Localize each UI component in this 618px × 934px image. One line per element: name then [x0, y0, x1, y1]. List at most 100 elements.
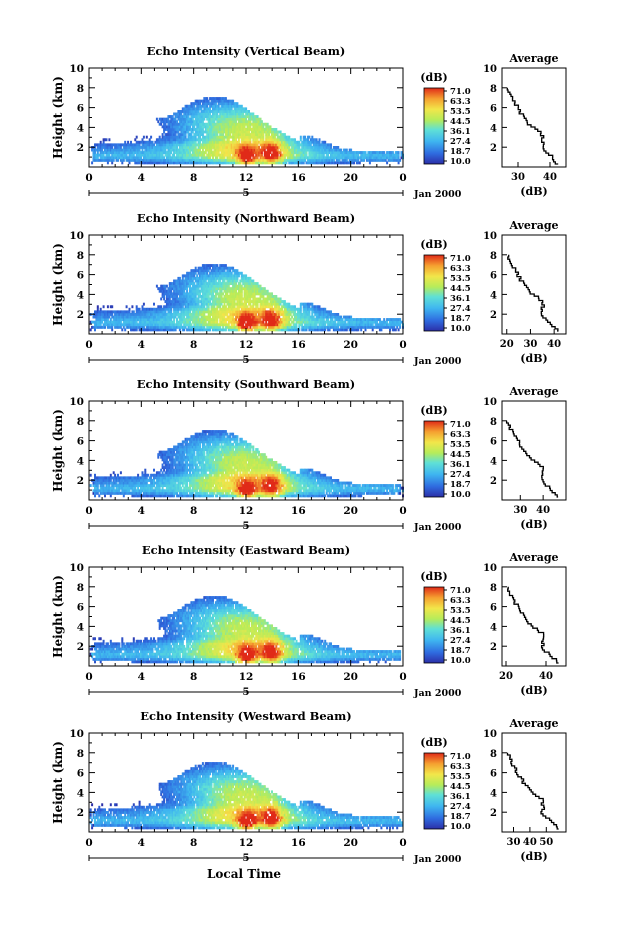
- heatmap-cell: [213, 120, 215, 123]
- heatmap-cell: [160, 123, 162, 126]
- heatmap-cell: [231, 107, 233, 110]
- heatmap-cell: [131, 305, 133, 308]
- heatmap-cell: [219, 280, 221, 283]
- heatmap-cell: [260, 118, 262, 121]
- heatmap-cell: [189, 125, 191, 128]
- heatmap-cell: [239, 282, 241, 285]
- heatmap-cell: [173, 321, 175, 324]
- heatmap-cell: [106, 138, 108, 141]
- heatmap-cell: [365, 151, 367, 154]
- heatmap-cell: [130, 141, 132, 144]
- heatmap-cell: [224, 138, 226, 141]
- heatmap-cell: [142, 138, 144, 141]
- heatmap-cell: [306, 328, 308, 331]
- heatmap-cell: [261, 120, 263, 123]
- heatmap-cell: [242, 323, 244, 326]
- heatmap-cell: [226, 292, 228, 295]
- heatmap-cell: [284, 156, 286, 159]
- heatmap-cell: [280, 303, 282, 306]
- heatmap-cell: [264, 149, 266, 152]
- heatmap-cell: [212, 156, 214, 159]
- heatmap-cell: [196, 274, 198, 277]
- heatmap-cell: [277, 318, 279, 321]
- heatmap-cell: [249, 138, 251, 141]
- heatmap-cell: [111, 161, 113, 164]
- heatmap-cell: [170, 318, 172, 321]
- heatmap-cell: [165, 149, 167, 152]
- heatmap-cell: [238, 274, 240, 277]
- heatmap-cell: [198, 303, 200, 306]
- heatmap-cell: [300, 138, 302, 141]
- y-tick-label: 8: [77, 83, 84, 95]
- heatmap-cell: [209, 267, 211, 270]
- heatmap-cell: [241, 290, 243, 293]
- heatmap-cell: [205, 321, 207, 324]
- heatmap-cell: [201, 107, 203, 110]
- heatmap-cell: [90, 328, 92, 331]
- heatmap-cell: [363, 159, 365, 162]
- colorbar: [424, 88, 444, 164]
- heatmap-cell: [221, 295, 223, 298]
- heatmap-cell: [208, 305, 210, 308]
- heatmap-cell: [175, 133, 177, 136]
- heatmap-cell: [215, 295, 217, 298]
- heatmap-cell: [195, 141, 197, 144]
- heatmap-cell: [100, 308, 102, 311]
- heatmap-cell: [107, 161, 109, 164]
- heatmap-cell: [319, 141, 321, 144]
- heatmap-cell: [185, 136, 187, 139]
- heatmap-cell: [104, 326, 106, 329]
- heatmap-cell: [398, 156, 400, 159]
- panel-2: Echo Intensity (Northward Beam)246810Hei…: [51, 211, 566, 367]
- heatmap-cell: [260, 318, 262, 321]
- heatmap-cell: [252, 280, 254, 283]
- heatmap-cell: [308, 305, 310, 308]
- heatmap-cell: [198, 298, 200, 301]
- heatmap-cell: [170, 151, 172, 154]
- heatmap-cell: [311, 313, 313, 316]
- heatmap-cell: [357, 154, 359, 157]
- heatmap-cell: [216, 308, 218, 311]
- heatmap-cell: [170, 308, 172, 311]
- heatmap-cell: [159, 136, 161, 139]
- heatmap-cell: [294, 305, 296, 308]
- heatmap-cell: [249, 156, 251, 159]
- heatmap-cell: [209, 156, 211, 159]
- heatmap-cell: [262, 133, 264, 136]
- heatmap-cell: [244, 159, 246, 162]
- heatmap-cell: [224, 316, 226, 319]
- heatmap-cell: [337, 146, 339, 149]
- heatmap-cell: [225, 97, 227, 100]
- heatmap-cell: [108, 138, 110, 141]
- heatmap-cell: [262, 321, 264, 324]
- heatmap-cell: [221, 303, 223, 306]
- average-x-label: (dB): [520, 185, 547, 198]
- heatmap-cell: [261, 151, 263, 154]
- heatmap-cell: [216, 264, 218, 267]
- heatmap-cell: [247, 305, 249, 308]
- heatmap-cell: [264, 287, 266, 290]
- heatmap-cell: [267, 290, 269, 293]
- heatmap-cell: [262, 125, 264, 128]
- heatmap-cell: [248, 110, 250, 113]
- heatmap-cell: [265, 321, 267, 324]
- heatmap-cell: [235, 282, 237, 285]
- x-tick-label: 12: [239, 172, 254, 184]
- heatmap-cell: [313, 316, 315, 319]
- colorbar-tick-label: 18.7: [450, 147, 471, 157]
- heatmap-cell: [170, 310, 172, 313]
- heatmap-cell: [202, 149, 204, 152]
- heatmap-cell: [195, 295, 197, 298]
- heatmap-cell: [149, 138, 151, 141]
- heatmap-cell: [206, 272, 208, 275]
- heatmap-cell: [236, 102, 238, 105]
- heatmap-cell: [275, 128, 277, 131]
- heatmap-cell: [91, 161, 93, 164]
- panel-title: Echo Intensity (Vertical Beam): [147, 44, 346, 58]
- heatmap-cell: [97, 305, 99, 308]
- heatmap-cell: [248, 131, 250, 134]
- heatmap-cell: [101, 321, 103, 324]
- heatmap-cell: [218, 151, 220, 154]
- heatmap-cell: [226, 313, 228, 316]
- heatmap-cell: [129, 161, 131, 164]
